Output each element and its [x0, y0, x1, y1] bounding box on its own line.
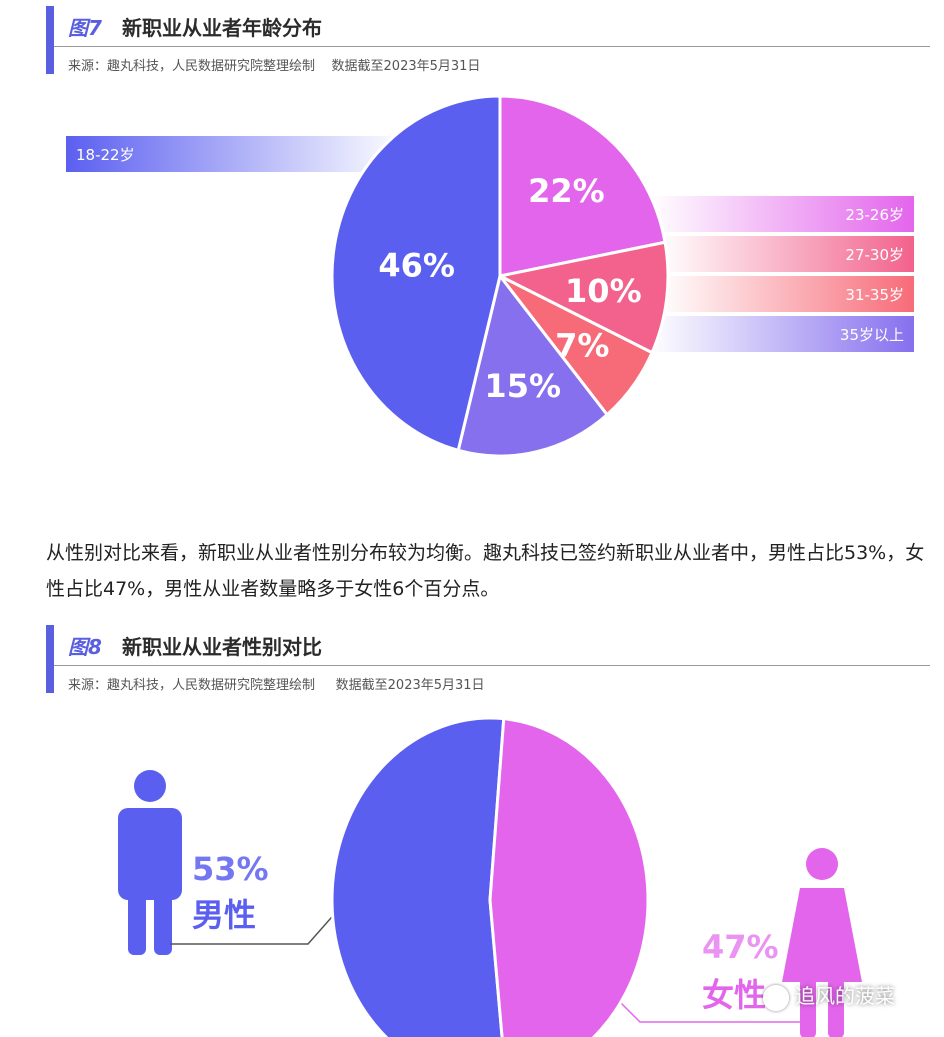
age-legend-label-4: 35岁以上: [840, 326, 904, 344]
figure7-source: 来源：趣丸科技，人民数据研究院整理绘制 数据截至2023年5月31日: [68, 59, 481, 74]
watermark-text: 追风的菠菜: [795, 984, 895, 1008]
figure7-accent-bar: [46, 6, 54, 74]
gender-percent-male: 53%: [192, 850, 269, 888]
gender-category-female: 女性: [702, 976, 766, 1014]
age-legend-band-1: [650, 196, 914, 232]
gender-category-male: 男性: [192, 896, 256, 934]
age-legend-band-3: [660, 276, 914, 312]
age-legend-label-1: 23-26岁: [845, 206, 904, 224]
age-legend-label-0: 18-22岁: [76, 146, 135, 164]
gender-slice-male: [330, 716, 506, 1037]
age-legend-label-2: 27-30岁: [845, 246, 904, 264]
age-slice-1: [498, 94, 667, 278]
age-slice-label-1: 22%: [528, 172, 605, 210]
figure7-header: 图7 新职业从业者年龄分布 来源：趣丸科技，人民数据研究院整理绘制 数据截至20…: [46, 6, 930, 76]
figure8-divider: [54, 665, 930, 666]
age-legend-label-3: 31-35岁: [845, 286, 904, 304]
age-legend-band-2: [660, 236, 914, 272]
gender-comparison-chart: 53% 男性 47% 女性: [118, 716, 862, 1037]
gender-slice-female: [488, 717, 650, 1037]
age-legend-band-0: [66, 136, 406, 172]
age-slice-label-4: 15%: [484, 367, 561, 405]
male-figure-icon: [118, 770, 182, 955]
figure8-accent-bar: [46, 625, 54, 693]
wechat-icon: [763, 984, 789, 1011]
figure8-title: 新职业从业者性别对比: [122, 635, 322, 659]
figure7-divider: [54, 46, 930, 47]
age-distribution-chart: 22% 10% 7%15% 46% 18-22岁 23-26岁 27-30岁 31-35岁 3…: [66, 94, 914, 458]
age-slice-label-3: 7%: [555, 326, 609, 364]
age-legend-band-4: [650, 316, 914, 352]
watermark-logo: 追风的菠菜: [763, 980, 895, 1011]
figure8-number: 图8: [68, 635, 102, 659]
age-slice-label-2: 10%: [565, 272, 642, 310]
figure7-number: 图7: [68, 16, 102, 40]
gender-paragraph: 从性别对比来看，新职业从业者性别分布较为均衡。趣丸科技已签约新职业从业者中，男性…: [46, 542, 925, 600]
age-slice-label-0: 46%: [378, 247, 455, 285]
gender-percent-female: 47%: [702, 928, 779, 966]
figure8-header: 图8 新职业从业者性别对比 来源：趣丸科技，人民数据研究院整理绘制 数据截至20…: [46, 625, 930, 695]
female-figure-icon: [782, 848, 862, 1037]
male-leader-line: [170, 909, 339, 945]
age-slice-0: [330, 94, 502, 453]
figure8-source: 来源：趣丸科技，人民数据研究院整理绘制 数据截至2023年5月31日: [68, 678, 485, 693]
age-slice-2: [495, 240, 670, 355]
age-slice-4: [456, 272, 610, 458]
figure7-title: 新职业从业者年龄分布: [122, 16, 322, 40]
